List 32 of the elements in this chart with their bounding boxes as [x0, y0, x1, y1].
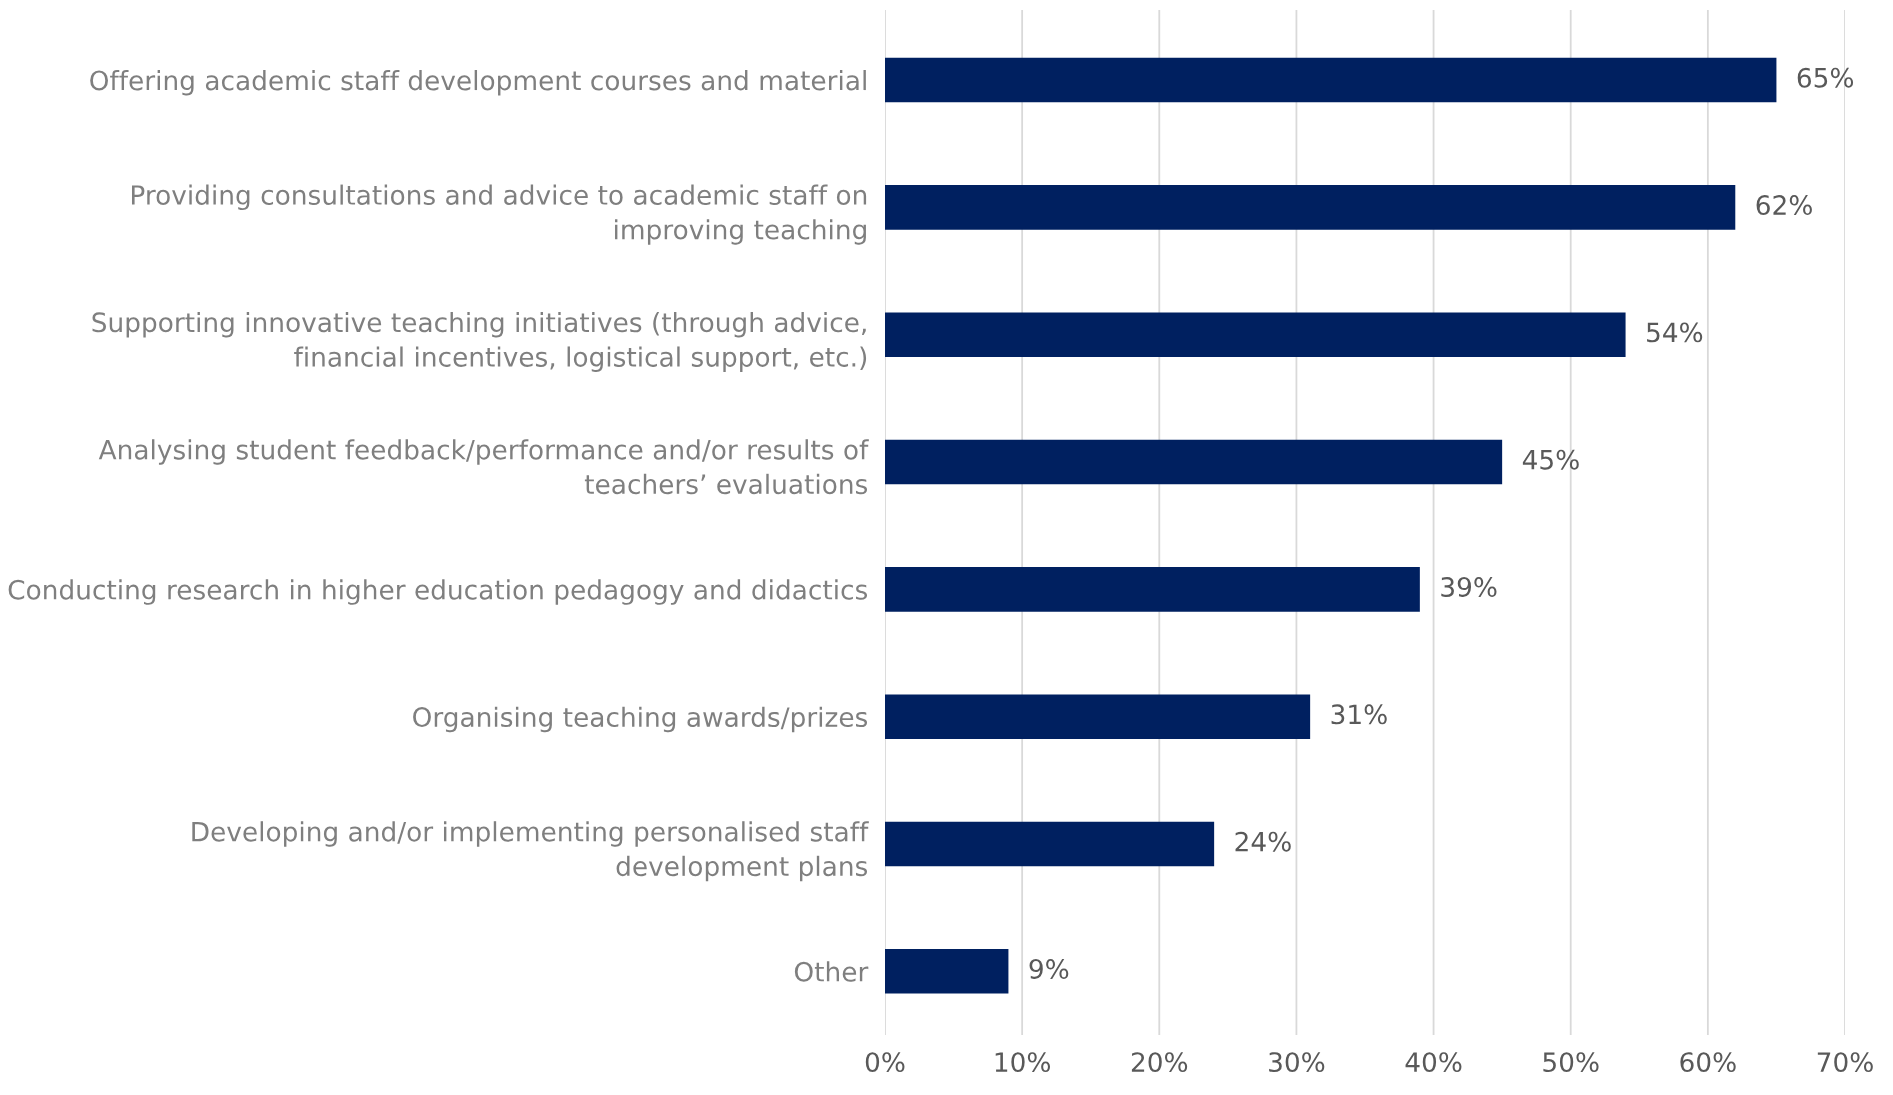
bar [885, 821, 1215, 867]
data-label: 54% [1647, 322, 1703, 343]
bar [885, 439, 1503, 485]
x-tick-label: 10% [995, 1052, 1051, 1073]
x-tick-label: 0% [865, 1052, 905, 1073]
data-label: 65% [1797, 67, 1854, 88]
bar [885, 185, 1736, 230]
data-label: 9% [1029, 959, 1069, 979]
y-tick-label: Offering academic staff development courses and material [90, 70, 866, 96]
data-label: 39% [1441, 577, 1497, 597]
x-tick-label: 50% [1543, 1052, 1599, 1073]
x-tick-label: 40% [1405, 1052, 1462, 1073]
bar [885, 567, 1420, 612]
bar [885, 57, 1777, 103]
y-tick-label: Supporting innovative teaching initiatives (through advice, financial incentives, logistical support, etc.) [92, 311, 867, 372]
y-tick-label: Organising teaching awards/prizes [413, 706, 868, 733]
bar [885, 949, 1009, 994]
y-tick-label: Analysing student feedback/performance and/or results of teachers’ evaluations [98, 439, 869, 495]
y-tick-label: Conducting research in higher education pedagogy and didactics [8, 579, 868, 605]
bar [885, 312, 1626, 357]
data-label: 24% [1235, 831, 1291, 852]
bar [885, 694, 1311, 739]
x-tick-label: 60% [1680, 1052, 1736, 1073]
x-tick-label: 20% [1131, 1052, 1188, 1073]
y-tick-label: Developing and/or implementing personalised staff development plans [192, 821, 869, 882]
data-label: 62% [1756, 195, 1812, 216]
y-tick-label: Other [794, 961, 869, 982]
y-tick-label: Providing consultations and advice to academic staff on improving teaching [132, 184, 867, 245]
data-label: 31% [1331, 704, 1387, 725]
data-label: 45% [1522, 449, 1579, 470]
x-tick-label: 70% [1817, 1052, 1873, 1073]
x-tick-label: 30% [1269, 1052, 1325, 1073]
